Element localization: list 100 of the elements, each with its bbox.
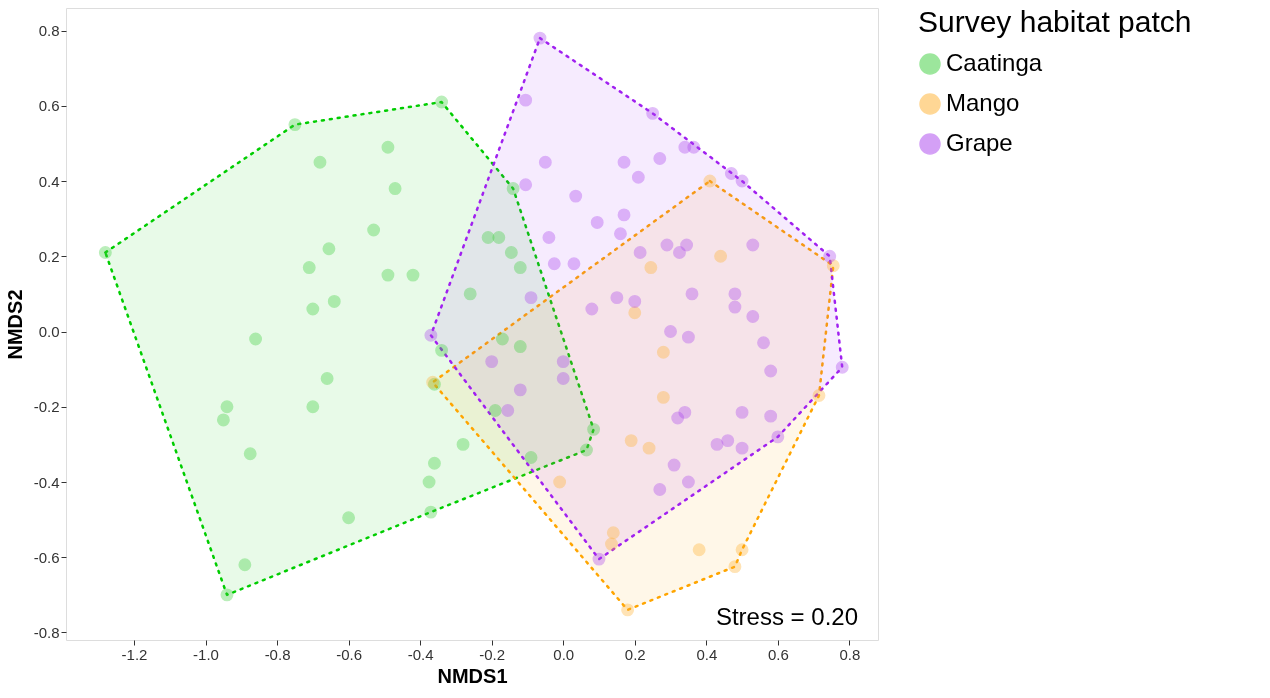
x-tick-label: 0.6 xyxy=(767,645,789,663)
point xyxy=(556,355,570,369)
point xyxy=(288,118,302,132)
x-tick-label: -0.4 xyxy=(407,645,434,663)
point xyxy=(656,390,670,404)
point xyxy=(513,340,527,354)
point xyxy=(585,302,599,316)
point xyxy=(764,364,778,378)
point xyxy=(628,294,642,308)
y-tick-label: -0.6 xyxy=(33,548,60,566)
point xyxy=(735,174,749,188)
y-tick-label: 0.4 xyxy=(38,172,60,190)
point xyxy=(746,310,760,323)
x-tick-label: -1.0 xyxy=(193,645,219,663)
point xyxy=(631,170,645,184)
point xyxy=(456,437,470,451)
point xyxy=(216,413,230,427)
point xyxy=(504,246,518,259)
point xyxy=(495,332,509,346)
x-tick-label: 0.4 xyxy=(696,645,718,663)
point xyxy=(381,268,395,282)
point xyxy=(764,409,778,423)
point xyxy=(533,31,547,45)
point xyxy=(664,325,677,338)
point xyxy=(249,332,263,346)
point xyxy=(653,483,667,496)
point xyxy=(243,447,257,461)
point xyxy=(673,246,686,259)
point xyxy=(687,140,701,154)
point xyxy=(660,238,674,252)
point xyxy=(617,155,631,169)
point xyxy=(692,543,706,557)
point xyxy=(424,505,438,519)
x-tick-label: 0.0 xyxy=(553,645,575,663)
y-tick-label: 0.2 xyxy=(38,247,60,265)
legend-label: Caatinga xyxy=(946,49,1043,76)
point xyxy=(614,227,627,241)
point xyxy=(667,458,681,472)
point xyxy=(567,257,581,271)
point xyxy=(757,336,770,350)
point xyxy=(424,328,438,342)
point xyxy=(322,242,336,256)
y-axis-title: NMDS2 xyxy=(3,289,26,360)
y-tick-label: 0.6 xyxy=(38,97,60,115)
point xyxy=(580,443,593,457)
point xyxy=(98,246,112,259)
point xyxy=(553,475,567,489)
point xyxy=(569,189,583,203)
point xyxy=(313,155,327,169)
point xyxy=(435,95,449,109)
y-tick-label: -0.4 xyxy=(33,473,60,491)
point xyxy=(812,389,826,402)
point xyxy=(728,300,742,314)
point xyxy=(587,422,601,436)
x-tick-label: 0.2 xyxy=(624,645,646,663)
point xyxy=(427,456,441,470)
point xyxy=(653,152,667,165)
point xyxy=(501,404,515,417)
point xyxy=(342,511,356,525)
point xyxy=(728,287,742,301)
point xyxy=(519,93,533,107)
point xyxy=(519,178,533,192)
point xyxy=(617,208,631,222)
point xyxy=(681,330,695,344)
point xyxy=(642,441,656,455)
point xyxy=(714,249,728,263)
legend-title: Survey habitat patch xyxy=(918,5,1192,38)
point xyxy=(463,287,477,301)
legend-label: Mango xyxy=(946,89,1020,116)
y-tick-label: -0.8 xyxy=(33,623,60,641)
point xyxy=(621,603,635,617)
point xyxy=(302,261,316,275)
point xyxy=(547,257,561,271)
point xyxy=(220,588,234,602)
point xyxy=(680,238,694,252)
point xyxy=(735,405,749,419)
point xyxy=(728,560,742,574)
legend-label: Grape xyxy=(946,129,1013,156)
point xyxy=(590,215,604,229)
point xyxy=(610,291,624,305)
point xyxy=(367,223,381,237)
point xyxy=(681,475,695,489)
x-axis-title: NMDS1 xyxy=(437,664,508,687)
point xyxy=(238,558,252,572)
point xyxy=(592,552,606,566)
point xyxy=(538,155,552,169)
point xyxy=(220,400,234,414)
point xyxy=(320,372,334,385)
point xyxy=(406,268,420,282)
point xyxy=(710,437,724,451)
point xyxy=(481,231,495,244)
point xyxy=(633,246,647,259)
point xyxy=(435,343,449,357)
x-tick-label: -0.6 xyxy=(336,645,363,663)
annotation: Stress = 0.20 xyxy=(715,603,858,630)
y-tick-label: 0.8 xyxy=(38,22,60,40)
point xyxy=(488,404,502,417)
x-tick-label: 0.8 xyxy=(839,645,861,663)
point xyxy=(327,294,341,308)
point xyxy=(388,182,402,196)
